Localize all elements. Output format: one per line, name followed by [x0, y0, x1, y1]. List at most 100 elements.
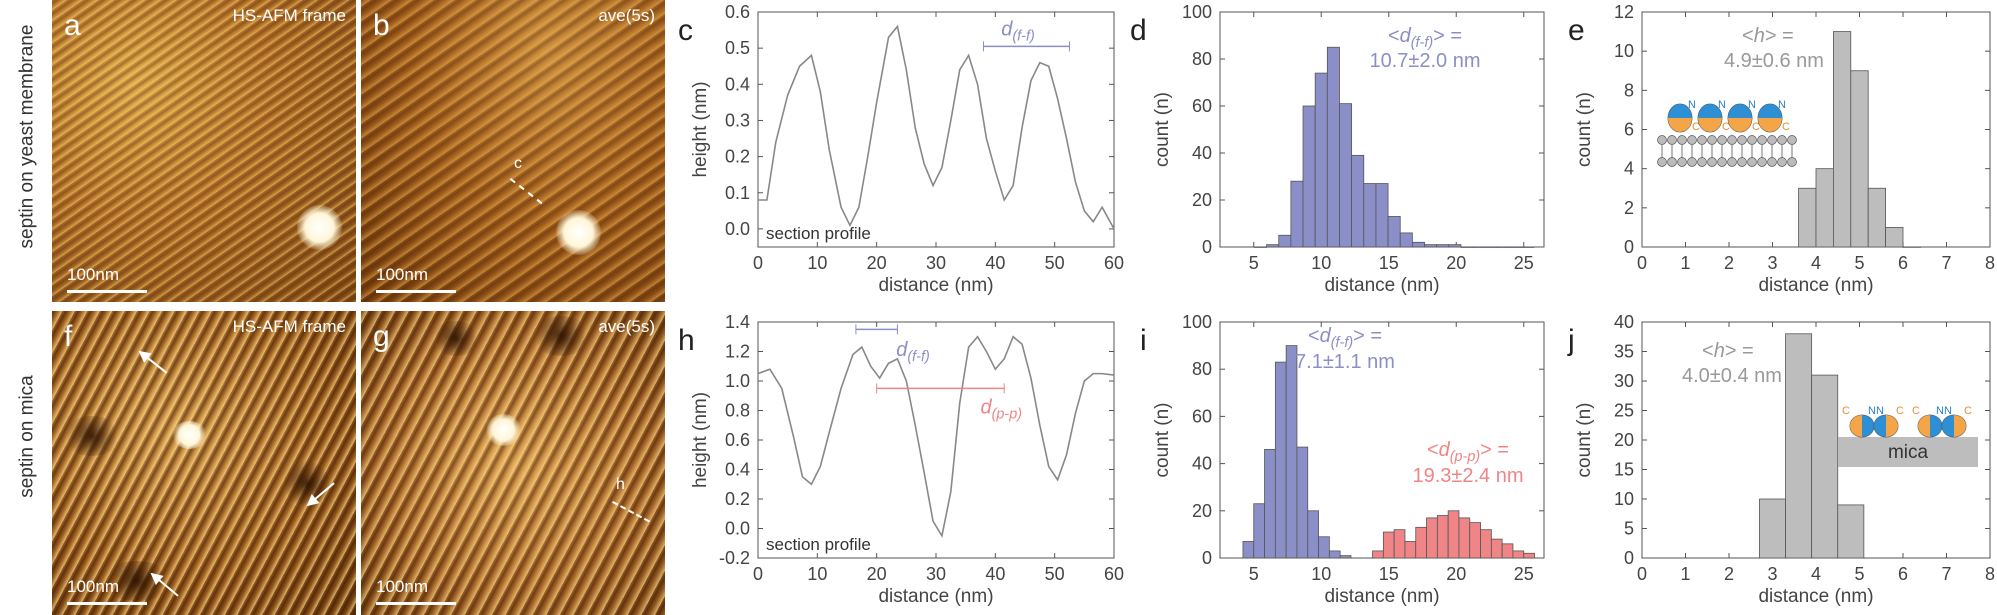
- y-tick-label-i-0: 0: [1202, 548, 1212, 568]
- y-tick-label-d-1: 20: [1192, 190, 1212, 210]
- mica-septin-label-3: C: [1912, 405, 1920, 417]
- panel-label-j: j: [1567, 324, 1575, 357]
- y-tick-label-c-0: 0.0: [725, 219, 750, 239]
- mica-septin-right-0: [1862, 415, 1874, 437]
- lipid-head-bottom-13: [1787, 157, 1797, 167]
- septin-c-half-1: [1698, 118, 1722, 132]
- mean-value-e: 4.9±0.6 nm: [1724, 50, 1824, 72]
- x-tick-label-j-6: 6: [1898, 564, 1908, 584]
- lipid-head-bottom-1: [1667, 157, 1677, 167]
- mica-septin-label-1: NN: [1868, 405, 1884, 417]
- bar-d-0-9: [1363, 183, 1377, 248]
- lipid-head-top-4: [1697, 135, 1707, 145]
- bar-e-0-5: [1885, 227, 1904, 248]
- lipid-head-bottom-10: [1757, 157, 1767, 167]
- septin-n-half-0: [1668, 104, 1692, 118]
- x-tick-label-h-4: 40: [985, 564, 1005, 584]
- y-tick-label-c-1: 0.1: [725, 183, 750, 203]
- panel-label-f: f: [64, 320, 73, 353]
- scalebar-a: [67, 290, 147, 293]
- lipid-head-bottom-8: [1737, 157, 1747, 167]
- mica-septin-left-2: [1918, 415, 1930, 437]
- lipid-head-top-3: [1687, 135, 1697, 145]
- y-tick-label-j-2: 10: [1614, 489, 1634, 509]
- panel-label-g: g: [373, 320, 390, 353]
- chart-h: h 0 10 20 30 40 50 60 -0.2 0.0 0.2 0.4 0.6 0.8 1.0 1.2 1…: [678, 312, 1124, 607]
- y-tick-label-j-3: 15: [1614, 460, 1634, 480]
- y-tick-label-d-5: 100: [1182, 2, 1212, 22]
- x-tick-label-d-0: 5: [1249, 253, 1259, 273]
- panel-label-i: i: [1140, 324, 1147, 357]
- mica-substrate: [1838, 437, 1978, 467]
- y-axis-label-i: count (n): [1152, 403, 1173, 478]
- mica-septin-right-2: [1930, 415, 1942, 437]
- y-tick-label-e-4: 8: [1624, 80, 1634, 100]
- y-tick-label-h-3: 0.4: [725, 460, 750, 480]
- bar-j-0-1: [1785, 333, 1813, 559]
- annotation-h: section profile: [766, 535, 871, 554]
- y-tick-label-e-3: 6: [1624, 120, 1634, 140]
- y-tick-label-j-0: 0: [1624, 548, 1634, 568]
- bar-e-0-0: [1798, 187, 1817, 248]
- bar-d-0-2: [1278, 234, 1292, 248]
- y-tick-label-c-5: 0.5: [725, 38, 750, 58]
- x-tick-label-d-4: 25: [1514, 253, 1534, 273]
- septin-label-c-3: C: [1782, 121, 1790, 133]
- y-tick-label-c-6: 0.6: [725, 2, 750, 22]
- mean-label-d: <d(f-f)> =: [1388, 25, 1462, 51]
- y-axis-label-c: height (nm): [690, 81, 711, 177]
- panel-label-a: a: [64, 9, 81, 42]
- dpp-label-h: d(p-p): [981, 396, 1023, 422]
- bar-j-0-3: [1837, 504, 1865, 559]
- bar-d-0-17: [1460, 246, 1474, 249]
- y-tick-label-h-4: 0.6: [725, 430, 750, 450]
- x-tick-label-c-1: 10: [807, 253, 827, 273]
- plot-frame-c: [757, 11, 1115, 248]
- y-tick-label-h-2: 0.2: [725, 489, 750, 509]
- x-tick-label-i-3: 20: [1446, 564, 1466, 584]
- bar-i-0-8: [1328, 550, 1341, 559]
- bar-i-0-7: [1318, 536, 1330, 559]
- y-tick-label-e-5: 10: [1614, 41, 1634, 61]
- y-tick-label-c-2: 0.2: [725, 147, 750, 167]
- y-tick-label-h-5: 0.8: [725, 401, 750, 421]
- septin-label-c-0: C: [1692, 121, 1700, 133]
- lipid-head-bottom-0: [1657, 157, 1667, 167]
- lipid-head-bottom-11: [1767, 157, 1777, 167]
- lipid-head-top-9: [1747, 135, 1757, 145]
- scalebar-b: [376, 290, 456, 293]
- x-tick-label-d-3: 20: [1446, 253, 1466, 273]
- y-tick-label-j-8: 40: [1614, 312, 1634, 332]
- bar-e-0-3: [1850, 70, 1869, 248]
- bar-e-0-6: [1902, 246, 1921, 249]
- y-tick-label-i-1: 20: [1192, 501, 1212, 521]
- y-tick-label-i-4: 80: [1192, 359, 1212, 379]
- bar-i-1-5: [1426, 517, 1438, 559]
- y-tick-label-d-4: 80: [1192, 49, 1212, 69]
- y-tick-label-h-1: 0.0: [725, 519, 750, 539]
- y-tick-label-c-4: 0.4: [725, 74, 750, 94]
- bar-j-0-2: [1811, 374, 1839, 559]
- septin-n-half-2: [1728, 104, 1752, 118]
- y-tick-label-j-5: 25: [1614, 401, 1634, 421]
- bar-i-1-13: [1512, 550, 1525, 559]
- mica-septin-left-1: [1874, 415, 1886, 437]
- chart-i: i 5 10 15 20 25 0 20 40 60 80 100 distance (nm) count…: [1140, 312, 1545, 607]
- x-tick-label-j-5: 5: [1854, 564, 1864, 584]
- y-axis-label-j: count (n): [1574, 403, 1595, 478]
- panel-label-c: c: [678, 14, 693, 47]
- x-tick-label-j-7: 7: [1941, 564, 1951, 584]
- y-tick-label-d-3: 60: [1192, 96, 1212, 116]
- bar-i-0-3: [1274, 361, 1287, 559]
- y-tick-label-i-3: 60: [1192, 406, 1212, 426]
- septin-c-half-2: [1728, 118, 1752, 132]
- bar-i-0-6: [1307, 510, 1319, 559]
- bar-d-0-10: [1375, 183, 1389, 248]
- mean-label-i-pp: <d(p-p)> =: [1427, 439, 1509, 465]
- mean-value-i-ff: 7.1±1.1 nm: [1295, 351, 1395, 373]
- bar-j-0-0: [1759, 498, 1786, 559]
- image-title-g: ave(5s): [598, 317, 655, 336]
- section-label-c: c: [514, 155, 522, 172]
